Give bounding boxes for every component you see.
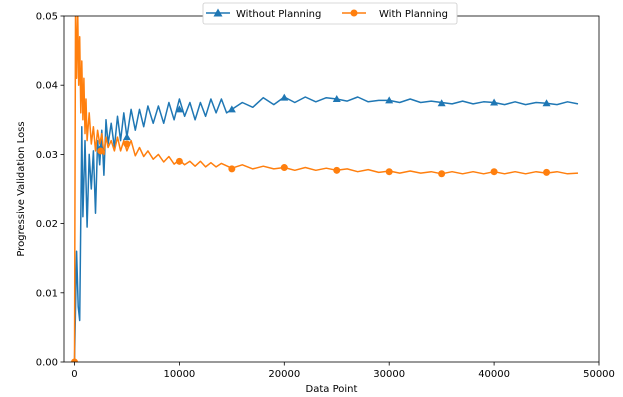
data-point-circle: [97, 147, 105, 155]
legend-box: [202, 2, 458, 25]
data-point-triangle: [490, 98, 499, 106]
x-tick-label: 30000: [373, 369, 405, 380]
y-tick-label: 0.00: [36, 358, 58, 369]
data-point-circle: [123, 140, 131, 148]
legend-label-with-planning: With Planning: [379, 9, 448, 20]
data-point-circle: [490, 168, 498, 176]
data-point-triangle: [122, 133, 131, 141]
legend: Without Planning With Planning: [202, 2, 458, 25]
data-point-circle: [438, 170, 446, 178]
y-axis: 0.00 0.01 0.02 0.03 0.04 0.05: [36, 12, 64, 369]
legend-marker-triangle-icon: [213, 8, 223, 17]
data-point-circle: [385, 168, 393, 176]
data-point-triangle: [542, 99, 551, 107]
data-point-circle: [228, 165, 236, 173]
series-line-with-planning: [73, 16, 579, 362]
data-point-triangle: [280, 93, 289, 101]
legend-marker-circle-icon: [350, 9, 358, 17]
x-tick-label: 0: [71, 369, 77, 380]
x-axis-label: Data Point: [306, 384, 358, 395]
plot-frame: [63, 15, 600, 363]
x-axis: 0 10000 20000 30000 40000 50000: [71, 362, 615, 380]
y-tick-label: 0.03: [36, 150, 58, 161]
legend-label-without-planning: Without Planning: [236, 9, 321, 20]
y-tick-label: 0.02: [36, 219, 58, 230]
x-tick-label: 50000: [583, 369, 615, 380]
series-line-without-planning: [73, 96, 579, 362]
data-point-triangle: [332, 95, 341, 103]
data-point-circle: [333, 166, 341, 174]
x-tick-label: 40000: [478, 369, 510, 380]
x-tick-label: 10000: [163, 369, 195, 380]
y-tick-label: 0.01: [36, 288, 58, 299]
data-point-circle: [175, 157, 183, 165]
data-point-triangle: [385, 96, 394, 104]
y-tick-label: 0.04: [36, 81, 58, 92]
data-point-circle: [70, 358, 78, 362]
data-point-circle: [280, 164, 288, 172]
y-tick-label: 0.05: [36, 12, 58, 23]
data-point-triangle: [175, 105, 184, 113]
series-lines: [73, 16, 579, 362]
data-point-circle: [543, 168, 551, 176]
data-point-triangle: [437, 99, 446, 107]
x-tick-label: 20000: [268, 369, 300, 380]
series-markers: [70, 93, 551, 362]
data-point-triangle: [227, 105, 236, 113]
y-axis-label: Progressive Validation Loss: [16, 121, 27, 256]
